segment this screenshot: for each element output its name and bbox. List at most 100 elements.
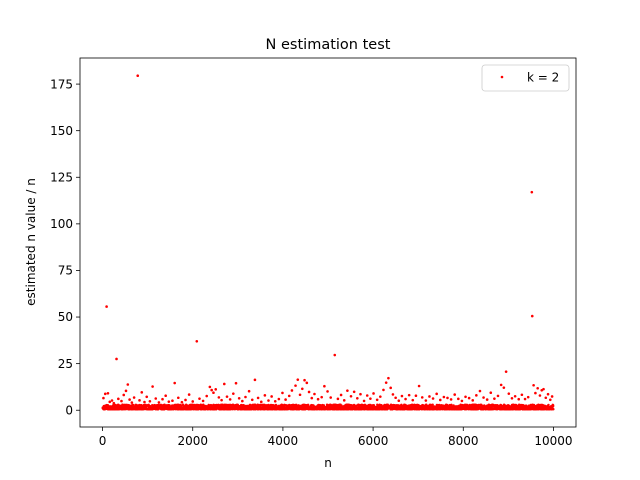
band-point <box>199 403 203 406</box>
data-point <box>550 395 554 398</box>
band-point <box>299 407 303 411</box>
band-point <box>269 404 273 408</box>
band-point <box>181 407 184 410</box>
band-point <box>357 403 360 406</box>
data-point <box>532 383 535 387</box>
y-tick-label: 25 <box>58 357 73 371</box>
band-point <box>159 403 163 406</box>
data-point <box>210 388 213 392</box>
data-point <box>241 399 244 403</box>
data-point <box>108 400 112 404</box>
band-point <box>400 407 403 411</box>
band-point <box>126 406 129 410</box>
data-point <box>538 394 542 397</box>
legend-marker <box>500 75 504 79</box>
band-point <box>477 407 481 410</box>
data-point <box>126 383 130 386</box>
plot-frame <box>79 57 577 428</box>
band-point <box>279 407 283 411</box>
data-point <box>431 397 435 400</box>
band-point <box>154 407 158 411</box>
data-point <box>277 397 281 401</box>
data-point <box>173 381 176 385</box>
band-point <box>197 405 201 409</box>
band-point <box>474 407 478 411</box>
data-point <box>400 394 404 398</box>
band-point <box>332 403 336 407</box>
band-point <box>121 407 124 410</box>
band-point <box>506 407 509 410</box>
data-point <box>478 389 482 393</box>
data-point <box>549 398 552 402</box>
band-point <box>256 403 260 407</box>
band-point <box>285 404 288 408</box>
data-point <box>102 396 105 400</box>
band-point <box>120 404 123 408</box>
data-point <box>544 396 548 400</box>
y-tick-label: 0 <box>65 403 73 417</box>
data-point <box>234 381 238 385</box>
band-point <box>411 406 415 409</box>
band-point <box>207 403 211 407</box>
band-point <box>353 407 357 410</box>
data-point <box>201 399 205 403</box>
data-point <box>115 357 118 361</box>
band-point <box>212 407 216 411</box>
data-point <box>184 398 187 402</box>
dense-point-band <box>101 403 555 411</box>
data-point <box>198 397 201 400</box>
band-point <box>494 405 498 409</box>
band-point <box>402 404 405 408</box>
band-point <box>327 404 331 407</box>
band-point <box>138 403 141 407</box>
data-point <box>320 395 323 399</box>
band-point <box>134 407 138 410</box>
band-point <box>102 404 106 408</box>
data-point <box>449 398 453 401</box>
band-point <box>456 405 460 408</box>
band-point <box>317 408 320 411</box>
band-point <box>162 405 165 408</box>
band-point <box>360 406 364 410</box>
band-point <box>262 408 265 411</box>
band-point <box>416 406 420 409</box>
y-tick-label: 75 <box>58 264 73 278</box>
band-point <box>429 403 432 407</box>
band-point <box>488 404 492 407</box>
data-point <box>301 387 304 391</box>
band-point <box>131 408 134 411</box>
band-point <box>222 404 225 407</box>
data-point <box>250 398 254 402</box>
band-point <box>149 406 153 409</box>
band-point <box>117 405 120 409</box>
data-point <box>464 395 467 399</box>
band-point <box>470 408 473 411</box>
band-point <box>429 407 432 411</box>
data-point <box>122 393 126 397</box>
data-point <box>453 393 457 396</box>
data-point <box>287 394 291 398</box>
band-point <box>281 408 285 411</box>
data-point <box>342 399 346 402</box>
data-point <box>187 393 191 396</box>
band-point <box>378 408 381 411</box>
band-point <box>155 406 159 409</box>
data-point <box>536 386 539 390</box>
band-point <box>172 408 175 411</box>
data-point <box>387 376 390 380</box>
y-tick-label: 125 <box>50 170 73 184</box>
band-point <box>141 408 145 411</box>
band-point <box>305 404 309 408</box>
data-point <box>112 401 116 405</box>
data-point <box>161 397 164 401</box>
y-tick-label: 150 <box>50 124 73 138</box>
band-point <box>468 406 471 409</box>
data-point <box>504 370 508 373</box>
band-point <box>528 405 531 408</box>
data-point <box>220 398 223 402</box>
data-point <box>333 353 337 357</box>
y-axis-label: estimated n value / n <box>24 178 38 306</box>
data-point <box>346 389 349 392</box>
band-point <box>513 406 517 410</box>
data-point <box>523 397 527 401</box>
